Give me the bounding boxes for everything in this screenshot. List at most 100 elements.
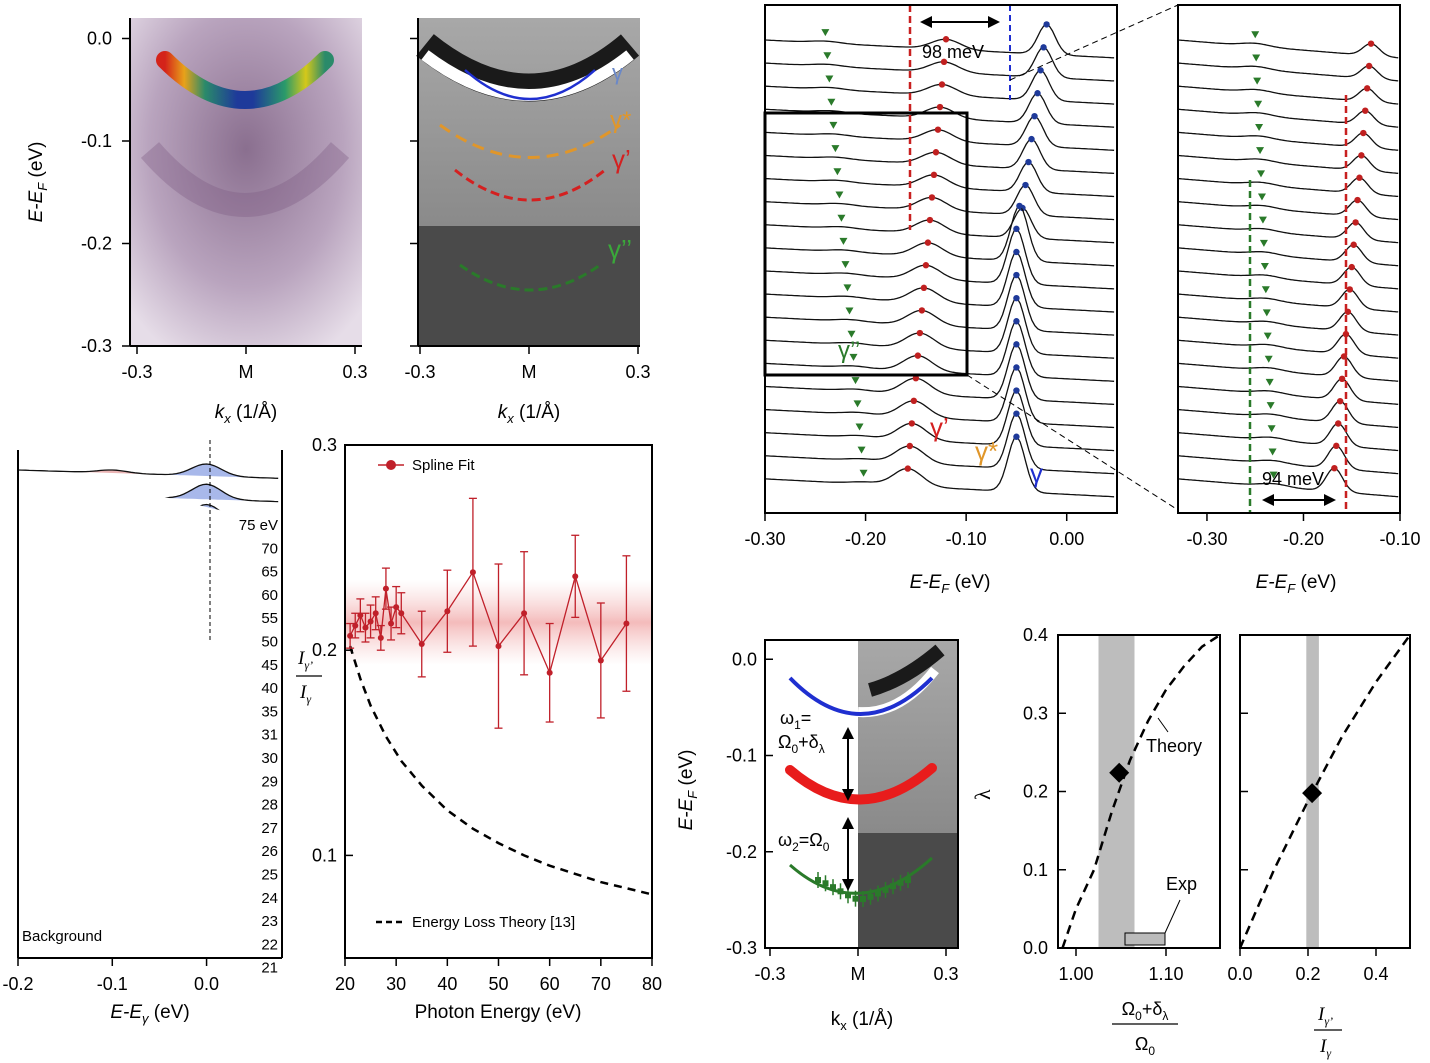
panel-g-blue-curve bbox=[788, 676, 934, 716]
panel-e-edc-curve bbox=[764, 297, 1115, 359]
panel-e-edc-curve bbox=[764, 390, 1115, 452]
panel-d-legend-theory: Energy Loss Theory [13] bbox=[412, 914, 575, 931]
panel-e-edc-curve bbox=[764, 436, 1115, 498]
panel-g-ytick-label: 0.0 bbox=[732, 649, 757, 669]
panel-f-triangle-marker bbox=[1252, 54, 1261, 62]
panel-e-edc-curve bbox=[764, 228, 1115, 290]
panel-f-peak-marker bbox=[1363, 85, 1371, 92]
panel-g-xlabel: kx (1/Å) bbox=[831, 1009, 893, 1033]
panel-e-peak-marker bbox=[1013, 387, 1020, 394]
panel-e-peak-marker bbox=[1031, 112, 1038, 120]
panel-e-triangle-marker bbox=[845, 307, 854, 315]
panel-e-xtick-label: -0.30 bbox=[744, 529, 785, 549]
panel-g-green-point bbox=[815, 877, 821, 883]
panel-e-triangle-marker bbox=[849, 353, 858, 361]
panel-a-band-gamma bbox=[156, 51, 334, 109]
panel-i-xlabel: Iγ’ Iγ bbox=[1314, 1004, 1342, 1060]
panel-f-edc-curve bbox=[1177, 62, 1399, 82]
panel-d-data-point bbox=[597, 657, 604, 664]
panel-e-peak-marker bbox=[938, 81, 946, 88]
panel-f-triangle-marker bbox=[1266, 402, 1275, 410]
panel-h-ylabel: λ bbox=[970, 789, 995, 800]
panel-f-edc-curve bbox=[1177, 467, 1399, 498]
panel-e-edc-curve bbox=[764, 366, 1115, 429]
panel-g-arrow-1-top bbox=[842, 727, 854, 739]
panel-g-xtick-label: M bbox=[851, 964, 866, 984]
panel-g-red-curve bbox=[785, 763, 937, 805]
panel-e-peak-marker bbox=[1034, 90, 1041, 97]
panel-d-xlabel: Photon Energy (eV) bbox=[415, 1002, 582, 1023]
panel-f-peak-marker bbox=[1342, 330, 1350, 338]
panel-e-triangle-marker bbox=[859, 469, 868, 477]
panel-e-peak-marker bbox=[1025, 158, 1032, 166]
panel-f-peak-marker bbox=[1331, 464, 1338, 472]
panel-c-photon-energy-label: 24 bbox=[261, 890, 278, 907]
svg-text:Iγ: Iγ bbox=[299, 682, 311, 706]
panel-e-edc-curve bbox=[764, 92, 1115, 128]
panel-f-triangle-marker bbox=[1253, 77, 1262, 85]
panel-e-edc-curve bbox=[764, 115, 1115, 151]
panel-f-peak-marker bbox=[1358, 152, 1365, 159]
panel-e-edc-curve bbox=[764, 184, 1115, 221]
panel-d-xtick-label: 40 bbox=[437, 974, 457, 994]
panel-e-edc-curve bbox=[764, 320, 1115, 382]
panel-c-photon-energy-label: 22 bbox=[261, 936, 278, 953]
panel-d-data-point bbox=[521, 610, 528, 617]
panel-h-exp-label: Exp bbox=[1166, 874, 1197, 894]
panel-g-omega2: ω2=Ω0 bbox=[778, 830, 830, 854]
panel-i-xtick-label: 0.4 bbox=[1363, 964, 1388, 984]
panel-e-edc-curve bbox=[764, 46, 1115, 82]
panel-f-edc-curve bbox=[1177, 378, 1399, 405]
panel-f-edc-curve bbox=[1177, 422, 1399, 452]
panel-f-peak-marker bbox=[1354, 196, 1361, 204]
panel-e-peak-marker bbox=[1013, 410, 1020, 417]
panel-e-peak-marker bbox=[940, 58, 948, 66]
panel-d-theory-line bbox=[348, 645, 653, 896]
panel-a-ytick-label: -0.1 bbox=[81, 131, 112, 151]
panel-g-green-point bbox=[830, 884, 836, 891]
svg-text:Ω0+δλ: Ω0+δλ bbox=[1122, 999, 1169, 1023]
panel-e-peak-marker bbox=[928, 194, 936, 201]
panel-f-xtick-label: -0.20 bbox=[1283, 529, 1324, 549]
panel-e-label-gamma-dprime: γ’’ bbox=[838, 337, 860, 364]
panel-f-edc-curve bbox=[1177, 177, 1399, 198]
panel-f-arrow-left-head bbox=[1262, 494, 1274, 506]
panel-c-photon-energy-label: 21 bbox=[261, 960, 278, 977]
panel-c-photon-energy-label: 31 bbox=[261, 727, 278, 744]
panel-f-edc-curve bbox=[1177, 400, 1399, 429]
panel-h-frame bbox=[1057, 634, 1221, 949]
panel-f-edc-curve bbox=[1177, 221, 1399, 244]
panel-a-xtick-label: M bbox=[239, 362, 254, 382]
panel-f-edc-curve bbox=[1177, 244, 1399, 267]
panel-c: Background 21 22 23 24 25 26 27 28 29 30 31 35 40 45 5… bbox=[2, 440, 283, 1033]
panel-a-xlabel: kx (1/Å) bbox=[215, 402, 277, 426]
panel-e-peak-marker bbox=[1013, 341, 1020, 348]
panel-c-photon-energy-label: 45 bbox=[261, 657, 278, 674]
panel-e-edc-curve bbox=[764, 251, 1115, 313]
panel-h-theory-label: Theory bbox=[1146, 736, 1202, 756]
panel-g-green-point bbox=[860, 896, 866, 902]
svg-text:Iγ’: Iγ’ bbox=[1317, 1004, 1333, 1028]
panel-h-xlabel: Ω0+δλ Ω0 bbox=[1112, 999, 1178, 1058]
panel-c-photon-energy-label: 30 bbox=[261, 750, 278, 767]
panel-g-ytick-label: -0.3 bbox=[726, 938, 757, 958]
panel-f-edc-curve bbox=[1177, 108, 1399, 128]
panel-a-ytick-label: -0.2 bbox=[81, 234, 112, 254]
panel-e-peak-marker bbox=[932, 149, 940, 156]
panel-e-peak-marker bbox=[920, 284, 928, 292]
panel-g-green-point bbox=[867, 893, 874, 900]
panel-c-edc-curve bbox=[17, 463, 279, 479]
panel-c-photon-energy-label: 25 bbox=[261, 867, 278, 884]
panel-a-ytick-label: 0.0 bbox=[87, 29, 112, 49]
panel-f-peak-marker bbox=[1360, 129, 1367, 137]
panel-e-peak-marker bbox=[1022, 181, 1029, 189]
panel-b-line-gamma bbox=[464, 69, 596, 101]
panel-g-arrow-2-top bbox=[842, 817, 854, 829]
panel-g-green-point bbox=[837, 888, 844, 895]
panel-f-peak-marker bbox=[1335, 420, 1342, 427]
panel-a-ytick-label: -0.3 bbox=[81, 336, 112, 356]
panel-d-data-point bbox=[398, 610, 405, 617]
panel-e-triangle-marker bbox=[847, 330, 856, 338]
panel-i-xtick-label: 0.0 bbox=[1227, 964, 1252, 984]
panel-f-triangle-marker bbox=[1264, 355, 1273, 363]
